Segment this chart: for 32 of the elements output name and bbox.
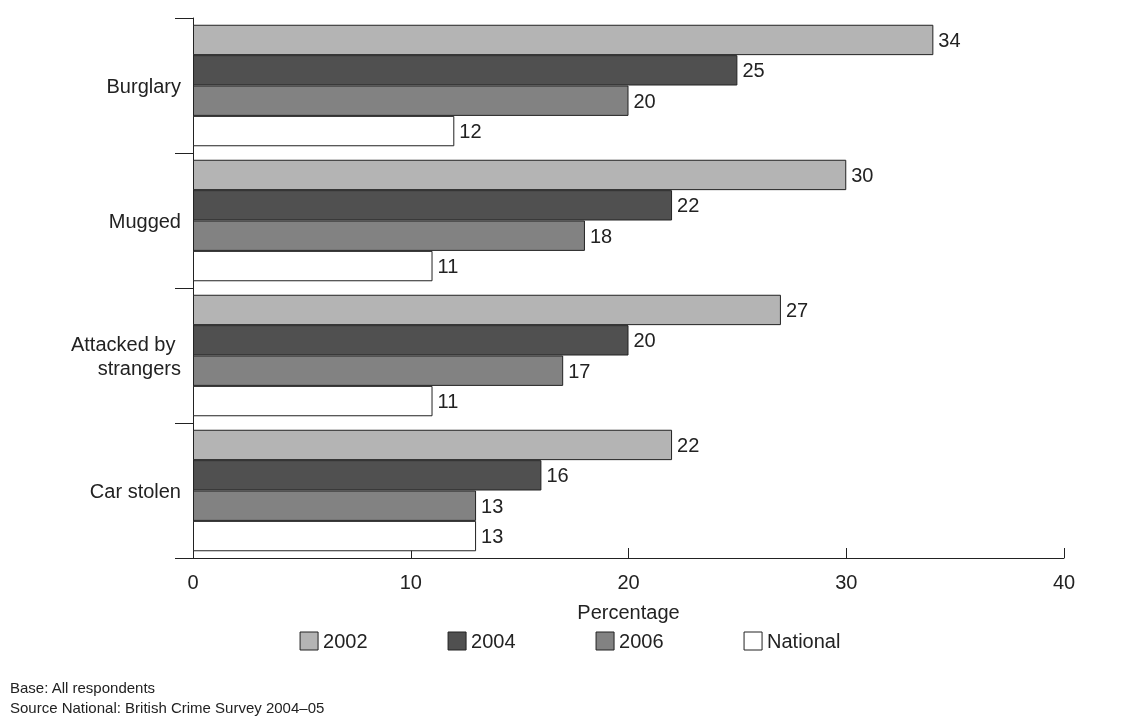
data-label: 20 (633, 89, 656, 112)
text: Base: All respondents (10, 679, 156, 696)
y-tick-label: Mugged (108, 209, 181, 232)
x-axis-title: Percentage (577, 601, 680, 623)
data-label: 22 (677, 433, 700, 456)
x-tick-label: 40 (1052, 571, 1076, 593)
data-label: 22 (677, 194, 700, 217)
y-tick-label: Attacked by strangers (70, 332, 181, 379)
x-tick-label: 10 (399, 571, 422, 593)
source-note: Source National: British Crime Survey 2004–05 (10, 699, 325, 716)
legend-label: 2002 (323, 630, 368, 652)
data-label: 11 (437, 255, 459, 278)
legend-label: 2006 (619, 630, 664, 652)
data-label: 17 (568, 359, 591, 382)
data-label: 20 (633, 329, 656, 352)
y-tick-label: Burglary (106, 74, 181, 97)
data-label: 27 (785, 298, 809, 321)
data-label: 34 (938, 28, 961, 51)
data-label: 25 (742, 59, 765, 82)
data-label: 30 (851, 163, 874, 186)
data-label: 13 (481, 525, 504, 548)
y-tick-label: Car stolen (89, 479, 181, 502)
data-label: 12 (459, 120, 482, 143)
x-tick-label: 20 (617, 571, 640, 593)
legend-label: National (767, 630, 841, 652)
data-label: 16 (546, 464, 569, 487)
data-label: 11 (437, 390, 459, 413)
x-tick-label: 0 (187, 571, 199, 593)
data-label: 18 (589, 224, 613, 247)
legend-label: 2004 (471, 630, 516, 652)
x-tick-label: 30 (835, 571, 858, 593)
data-label: 13 (481, 494, 504, 517)
